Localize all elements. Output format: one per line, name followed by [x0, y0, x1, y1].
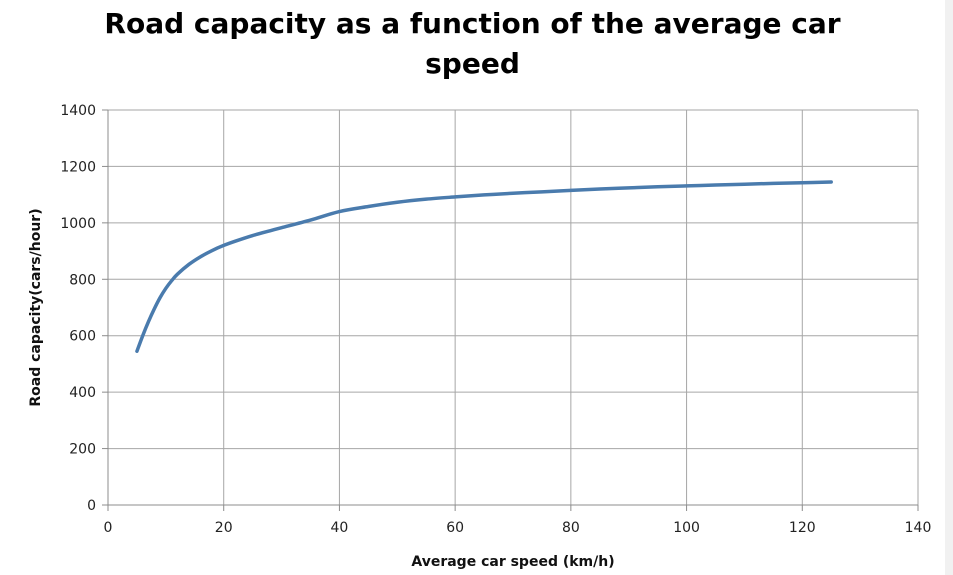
x-tick-label-0: 0: [104, 520, 113, 536]
x-tick-label-120: 120: [789, 520, 816, 536]
x-tick-label-100: 100: [673, 520, 700, 536]
x-axis-ticks: 0 20 40 60 80 100 120 140: [104, 505, 932, 536]
x-tick-label-60: 60: [446, 520, 464, 536]
series-line-0: [135, 180, 833, 353]
y-tick-label-0: 0: [87, 498, 96, 514]
grid-lines: [108, 109, 919, 505]
chart-title: Road capacity as a function of the avera…: [0, 4, 945, 84]
x-tick-label-140: 140: [905, 520, 932, 536]
series-layer: [135, 180, 833, 353]
plot-area: [107, 110, 918, 506]
y-tick-label-1200: 1200: [60, 159, 96, 175]
y-tick-label-1400: 1400: [60, 103, 96, 119]
y-tick-label-800: 800: [69, 272, 96, 288]
y-axis-title: Road capacity(cars/hour): [28, 208, 44, 406]
y-tick-label-400: 400: [69, 385, 96, 401]
y-tick-label-200: 200: [69, 442, 96, 458]
x-tick-label-80: 80: [562, 520, 580, 536]
y-tick-label-600: 600: [69, 329, 96, 345]
y-axis-ticks: 0 200 400 600 800 1000 1200 1400: [60, 103, 108, 514]
y-tick-label-1000: 1000: [60, 216, 96, 232]
x-tick-label-40: 40: [331, 520, 349, 536]
x-tick-label-20: 20: [215, 520, 233, 536]
x-axis-title: Average car speed (km/h): [411, 554, 614, 570]
right-edge-strip: [945, 0, 953, 575]
chart-title-line-1: Road capacity as a function of the avera…: [104, 7, 841, 40]
chart-title-line-2: speed: [425, 47, 520, 80]
